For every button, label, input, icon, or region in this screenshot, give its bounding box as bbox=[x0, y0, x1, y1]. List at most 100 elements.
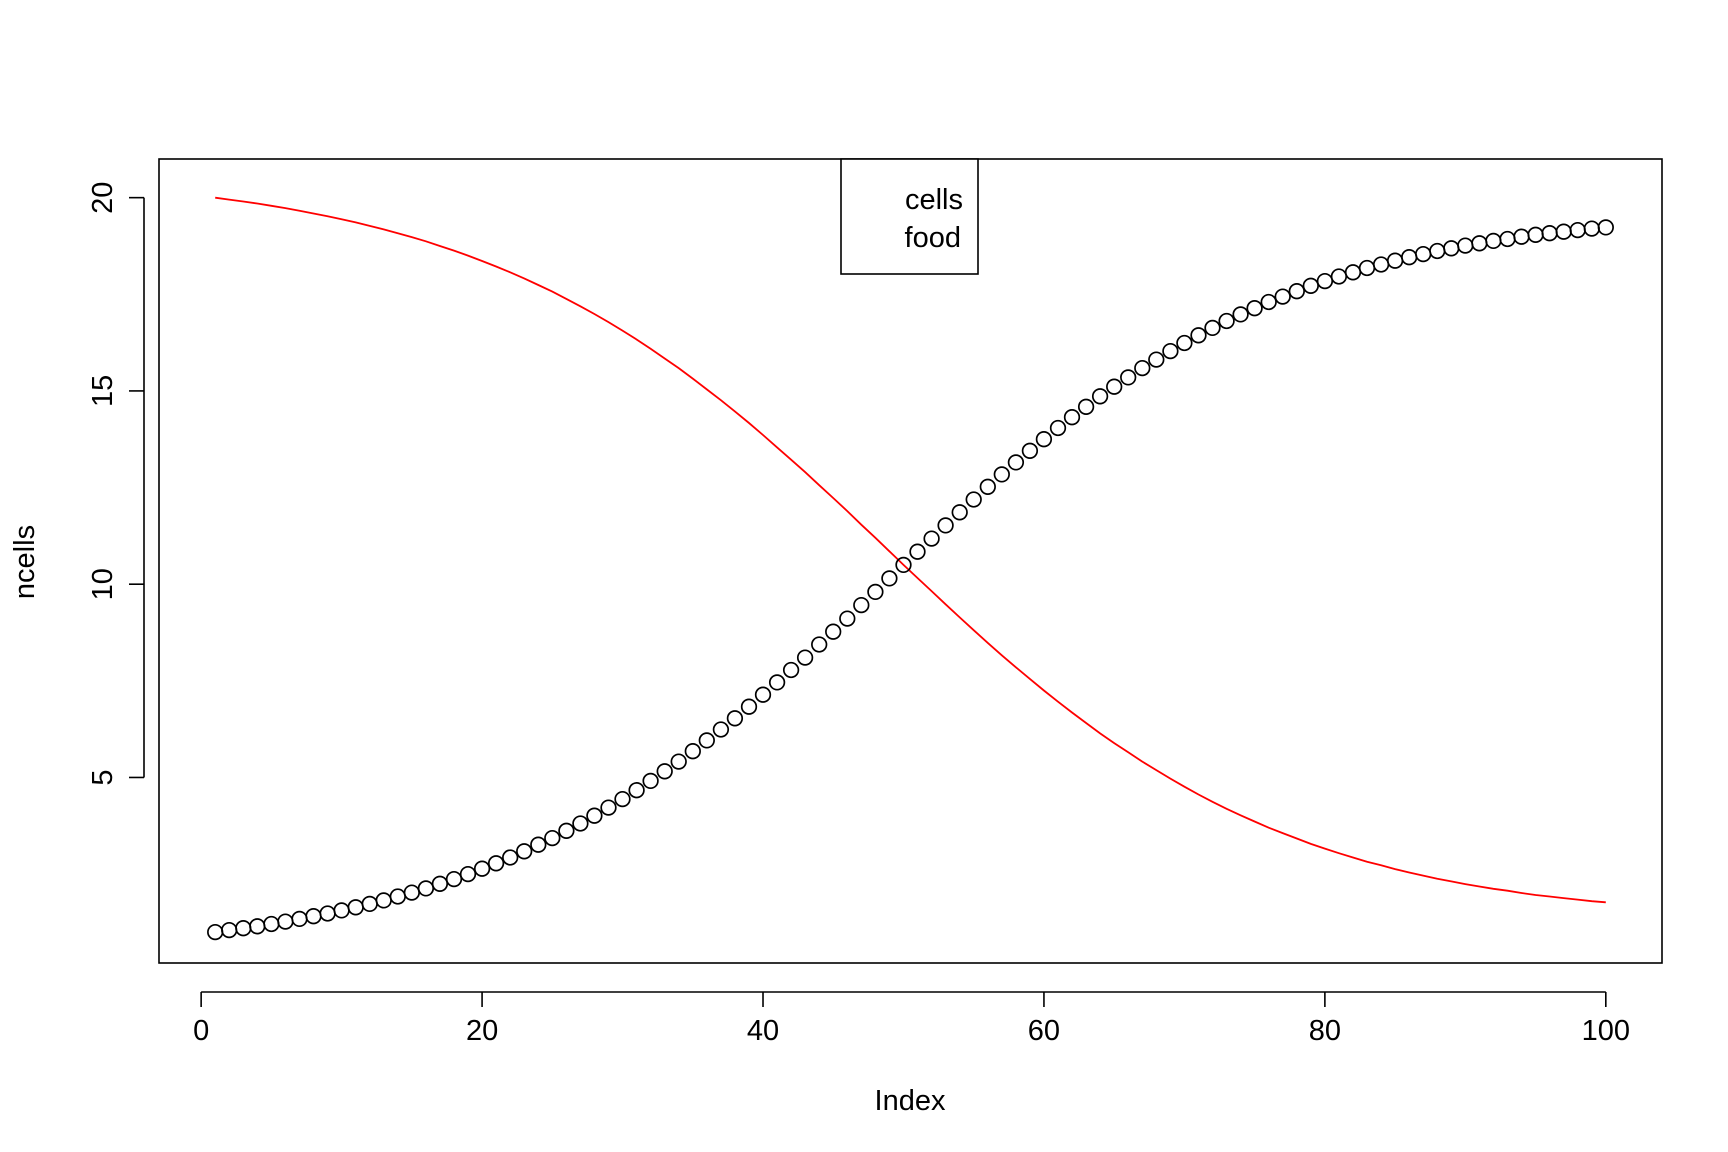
cells-point bbox=[1569, 221, 1586, 239]
cells-point bbox=[277, 913, 294, 930]
cells-point bbox=[853, 596, 870, 614]
cells-point bbox=[909, 543, 926, 560]
cells-point bbox=[1499, 230, 1516, 248]
food-series bbox=[215, 196, 1606, 904]
y-axis-label: ncells bbox=[9, 525, 41, 599]
cells-point bbox=[1120, 369, 1137, 386]
cells-point bbox=[1471, 235, 1488, 252]
cells-point bbox=[825, 623, 842, 640]
cells-point bbox=[1162, 342, 1179, 360]
x-tick-label: 40 bbox=[747, 1015, 779, 1047]
cells-point bbox=[1049, 419, 1067, 437]
cells-point bbox=[319, 905, 336, 922]
cells-point bbox=[1372, 256, 1390, 273]
cells-point bbox=[544, 829, 561, 847]
cells-point bbox=[558, 822, 575, 839]
cells-point bbox=[1204, 319, 1221, 337]
cells-point bbox=[516, 843, 533, 860]
cells-point bbox=[1091, 388, 1109, 405]
cells-point bbox=[1443, 240, 1460, 257]
cells-point bbox=[487, 855, 505, 872]
y-axis: 5 10 15 20 bbox=[87, 182, 145, 786]
cells-point bbox=[993, 466, 1010, 483]
y-tick-label: 20 bbox=[87, 182, 119, 214]
x-tick-label: 60 bbox=[1028, 1015, 1060, 1047]
cells-point bbox=[600, 799, 617, 816]
cells-point bbox=[670, 753, 687, 770]
cells-point bbox=[403, 884, 420, 901]
x-tick-label: 80 bbox=[1309, 1015, 1341, 1047]
cells-point bbox=[1541, 225, 1558, 242]
cells-point bbox=[712, 721, 730, 738]
cells-point bbox=[530, 836, 547, 853]
cells-point bbox=[1457, 237, 1474, 254]
cells-point bbox=[333, 902, 350, 919]
cells-point bbox=[361, 895, 378, 913]
y-tick-label: 5 bbox=[87, 769, 119, 785]
cells-point bbox=[1344, 264, 1362, 281]
cells-point bbox=[979, 478, 996, 495]
legend-label-food: food bbox=[905, 222, 961, 254]
cells-series bbox=[207, 219, 1614, 941]
cells-point bbox=[1190, 327, 1207, 344]
cells-point bbox=[656, 763, 673, 780]
cells-point bbox=[1007, 454, 1025, 471]
cells-point bbox=[1513, 228, 1530, 245]
cells-point bbox=[1358, 259, 1376, 277]
cells-point bbox=[1401, 249, 1418, 266]
cells-point bbox=[1148, 351, 1165, 368]
cells-point bbox=[796, 649, 814, 666]
cells-point bbox=[867, 583, 884, 601]
cells-point bbox=[811, 636, 828, 653]
cells-point bbox=[375, 892, 392, 909]
cells-point bbox=[347, 899, 364, 916]
cells-point bbox=[895, 556, 912, 574]
food-line bbox=[215, 196, 1606, 904]
cells-point bbox=[1555, 223, 1572, 240]
x-tick-label: 20 bbox=[466, 1015, 498, 1047]
cells-point bbox=[1077, 398, 1095, 415]
cells-point bbox=[263, 915, 280, 933]
cells-point bbox=[235, 920, 252, 937]
cells-point bbox=[445, 870, 463, 888]
x-axis: 0 20 40 60 80 100 bbox=[193, 991, 1630, 1047]
cells-point bbox=[389, 888, 406, 905]
cells-point bbox=[1330, 268, 1348, 285]
cells-point bbox=[937, 517, 954, 534]
legend-box bbox=[840, 158, 979, 275]
cells-point bbox=[1176, 334, 1193, 352]
cells-point bbox=[839, 610, 856, 627]
cells-point bbox=[1232, 306, 1249, 323]
x-axis-label: Index bbox=[875, 1085, 946, 1117]
cells-point bbox=[642, 772, 659, 790]
cells-point bbox=[572, 815, 589, 832]
cells-point bbox=[1485, 232, 1502, 250]
y-tick-label: 10 bbox=[87, 568, 119, 600]
cells-point bbox=[740, 698, 758, 715]
cells-point bbox=[754, 686, 772, 703]
cells-point bbox=[502, 849, 519, 866]
cells-point bbox=[1260, 293, 1277, 311]
cells-point bbox=[782, 661, 800, 679]
cells-point bbox=[249, 918, 266, 935]
cells-point bbox=[965, 491, 982, 508]
cells-point bbox=[1386, 252, 1404, 269]
cells-point bbox=[1063, 409, 1081, 426]
cells-point bbox=[417, 880, 435, 897]
cells-point bbox=[1527, 226, 1544, 243]
cells-point bbox=[1583, 220, 1600, 237]
cells-point bbox=[768, 674, 786, 691]
x-tick-label: 0 bbox=[193, 1015, 209, 1047]
cells-point bbox=[1288, 283, 1305, 300]
cells-point bbox=[431, 875, 449, 892]
cells-point bbox=[628, 782, 645, 799]
cells-point bbox=[881, 570, 898, 587]
cells-point bbox=[586, 807, 603, 824]
cells-point bbox=[305, 908, 322, 925]
cells-point bbox=[1021, 442, 1039, 459]
y-tick-label: 15 bbox=[87, 375, 119, 407]
cells-point bbox=[1274, 288, 1291, 305]
cells-point bbox=[1302, 277, 1319, 294]
x-tick-label: 100 bbox=[1582, 1015, 1630, 1047]
